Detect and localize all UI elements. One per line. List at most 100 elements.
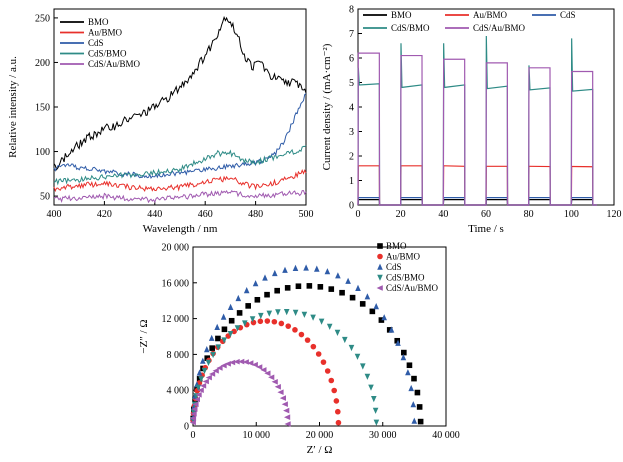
x-tick-label: 40 <box>438 209 448 220</box>
y-tick-label: 20 000 <box>162 243 190 254</box>
data-point <box>221 337 227 344</box>
series-line-cds-au-bmo <box>357 52 597 206</box>
data-point <box>254 296 261 303</box>
y-tick-label: 4 000 <box>167 386 190 397</box>
data-point <box>250 319 257 326</box>
data-point <box>249 316 256 323</box>
data-point <box>282 266 288 273</box>
data-point <box>262 274 268 281</box>
data-point <box>220 362 227 369</box>
data-point <box>381 314 387 321</box>
data-point <box>378 317 385 323</box>
legend-label: Au/BMO <box>88 28 123 38</box>
data-point <box>315 351 322 357</box>
data-point <box>190 411 197 417</box>
data-point <box>395 339 401 346</box>
x-tick-label: 60 <box>481 209 491 220</box>
data-point <box>401 349 407 356</box>
data-point <box>285 323 292 329</box>
data-point <box>295 283 302 290</box>
y-tick-label: 4 <box>349 103 354 114</box>
y-tick-label: 5 <box>349 78 354 89</box>
x-axis-label: Z′ / Ω <box>307 444 333 456</box>
data-point <box>283 309 290 316</box>
legend-marker <box>377 263 383 270</box>
legend-label: BMO <box>391 10 412 20</box>
data-point <box>221 326 228 333</box>
x-tick-label: 460 <box>198 209 213 220</box>
data-point <box>306 283 313 289</box>
data-point <box>271 318 278 325</box>
y-tick-label: 7 <box>349 29 354 40</box>
data-point <box>200 357 206 364</box>
data-point <box>271 379 278 385</box>
x-axis-label: Time / s <box>468 223 504 235</box>
x-tick-label: 80 <box>524 209 534 220</box>
data-point <box>268 374 275 381</box>
series-line-bmo <box>53 15 307 171</box>
data-point <box>209 345 215 351</box>
series-line-bmo <box>357 199 597 206</box>
x-tick-label: 440 <box>147 209 162 220</box>
data-point <box>284 421 291 427</box>
x-tick-label: 120 <box>607 209 622 220</box>
data-point <box>274 384 281 390</box>
data-point <box>202 378 209 385</box>
data-point <box>326 323 333 330</box>
data-point <box>192 401 199 408</box>
data-point <box>200 383 207 389</box>
y-tick-label: 100 <box>35 147 50 158</box>
data-point <box>227 303 234 310</box>
data-point <box>215 335 221 342</box>
data-point <box>328 286 335 292</box>
y-tick-label: 150 <box>35 103 50 114</box>
series-line-cds-au-bmo <box>54 189 307 204</box>
y-tick-label: 12 000 <box>162 314 190 325</box>
data-point <box>201 367 208 375</box>
series-line-cds-bmo <box>357 35 597 206</box>
y-axis-label: Relative intensity / a.u. <box>7 56 19 158</box>
data-point <box>264 291 270 298</box>
y-tick-label: 0 <box>349 201 354 212</box>
data-point <box>197 387 204 393</box>
data-point <box>364 373 371 380</box>
data-point <box>292 309 299 316</box>
photocurrent-panel: 0 20 40 60 80 100 120 0 1 2 3 4 5 6 7 8 Time / s Current … <box>321 5 622 236</box>
pl-spectra-panel: 400 420 440 460 480 500 50 100 150 200 250 Waveleng… <box>7 8 314 235</box>
data-point <box>386 327 393 333</box>
data-point <box>334 408 341 415</box>
data-point <box>214 323 220 330</box>
data-point <box>195 392 202 398</box>
data-point <box>310 314 316 321</box>
data-point <box>189 419 196 426</box>
data-point <box>318 318 325 325</box>
data-point <box>310 343 317 350</box>
data-point <box>394 337 401 344</box>
data-point <box>342 336 348 344</box>
legend-label: BMO <box>386 241 407 251</box>
x-tick-label: 100 <box>564 209 579 220</box>
data-point <box>275 309 281 316</box>
data-point <box>247 360 254 366</box>
data-point <box>410 401 417 408</box>
data-point <box>243 287 250 294</box>
data-point <box>196 369 203 376</box>
data-point <box>233 358 240 365</box>
y-tick-label: 200 <box>35 58 50 69</box>
data-point <box>272 269 278 277</box>
data-point <box>210 351 216 359</box>
data-point <box>274 287 280 294</box>
data-point <box>193 396 200 403</box>
data-point <box>215 344 222 351</box>
data-point <box>411 417 418 424</box>
data-point <box>242 320 248 327</box>
data-point <box>406 362 413 369</box>
data-point <box>284 285 291 291</box>
data-point <box>408 384 414 392</box>
y-tick-label: 8 <box>349 5 354 16</box>
data-point <box>414 389 421 396</box>
data-point <box>416 404 423 410</box>
x-tick-label: 420 <box>97 209 112 220</box>
data-point <box>304 337 311 343</box>
